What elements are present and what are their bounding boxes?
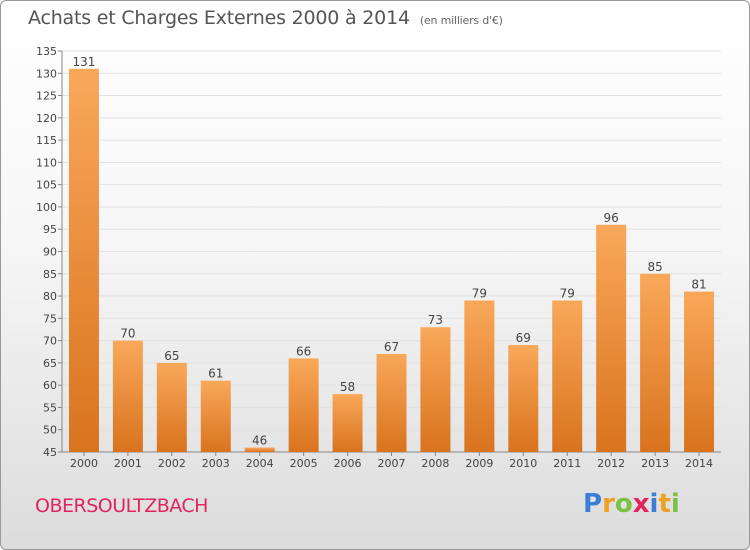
y-tick-label: 115 xyxy=(36,134,57,147)
data-label: 70 xyxy=(120,327,135,341)
y-tick-label: 120 xyxy=(36,112,57,125)
data-label: 79 xyxy=(472,287,487,301)
y-tick-label: 85 xyxy=(43,268,57,281)
data-label: 85 xyxy=(647,260,662,274)
data-label: 79 xyxy=(560,287,575,301)
x-tick-label: 2010 xyxy=(509,457,537,470)
bar-2013 xyxy=(640,273,671,452)
data-label: 69 xyxy=(516,331,531,345)
bar-2005 xyxy=(288,358,319,452)
bar-2009 xyxy=(464,300,495,452)
data-label: 73 xyxy=(428,313,443,327)
y-tick-label: 45 xyxy=(43,446,57,459)
bar-2011 xyxy=(552,300,583,452)
y-tick-label: 130 xyxy=(36,67,57,80)
logo-letter: o xyxy=(614,489,633,519)
y-tick-label: 100 xyxy=(36,201,57,214)
bar-2000 xyxy=(68,68,99,453)
y-tick-label: 55 xyxy=(43,401,57,414)
y-tick-label: 90 xyxy=(43,246,57,259)
x-tick-label: 2007 xyxy=(378,457,406,470)
x-tick-label: 2004 xyxy=(246,457,274,470)
logo-letter: i xyxy=(670,489,680,519)
data-labels: 131 70 65 61 46 66 58 67 73 79 69 79 96 85 81 xyxy=(73,55,707,448)
x-tick-label: 2001 xyxy=(114,457,142,470)
bar-2006 xyxy=(332,394,363,452)
x-tick-label: 2008 xyxy=(421,457,449,470)
y-tick-label: 110 xyxy=(36,156,57,169)
x-tick-label: 2011 xyxy=(553,457,581,470)
bar-2007 xyxy=(376,353,407,452)
x-tick-label: 2002 xyxy=(158,457,186,470)
logo-letter: x xyxy=(632,489,650,519)
data-label: 131 xyxy=(73,55,96,69)
logo-letter: r xyxy=(602,489,615,519)
bar-2003 xyxy=(200,380,231,452)
x-tick-label: 2000 xyxy=(70,457,98,470)
y-tick-label: 80 xyxy=(43,290,57,303)
y-tick-label: 105 xyxy=(36,179,57,192)
data-label: 66 xyxy=(296,344,311,358)
bar-2001 xyxy=(112,340,143,452)
chart-subtitle: (en milliers d'€) xyxy=(419,14,503,27)
y-tick-label: 135 xyxy=(36,45,57,58)
bars xyxy=(68,68,715,453)
bar-2004 xyxy=(244,447,275,452)
y-tick-label: 95 xyxy=(43,223,57,236)
bar-2010 xyxy=(508,345,539,452)
y-tick-label: 125 xyxy=(36,90,57,103)
data-label: 67 xyxy=(384,340,399,354)
logo-letter: t xyxy=(658,489,671,519)
x-tick-label: 2014 xyxy=(685,457,713,470)
data-label: 58 xyxy=(340,380,355,394)
x-tick-label: 2009 xyxy=(465,457,493,470)
x-tick-label: 2006 xyxy=(334,457,362,470)
logo-letter: i xyxy=(649,489,659,519)
data-label: 46 xyxy=(252,434,267,448)
town-name: OBERSOULTZBACH xyxy=(35,495,208,517)
x-tick-label: 2012 xyxy=(597,457,625,470)
x-tick-label: 2005 xyxy=(290,457,318,470)
chart-title-text: Achats et Charges Externes 2000 à 2014 xyxy=(28,7,410,29)
y-tick-label: 70 xyxy=(43,335,57,348)
data-label: 96 xyxy=(604,211,619,225)
bar-2002 xyxy=(156,362,187,452)
y-tick-label: 60 xyxy=(43,379,57,392)
y-tick-label: 65 xyxy=(43,357,57,370)
x-tick-label: 2003 xyxy=(202,457,230,470)
data-label: 61 xyxy=(208,367,223,381)
chart-title: Achats et Charges Externes 2000 à 2014 (e… xyxy=(28,7,503,29)
y-tick-label: 75 xyxy=(43,312,57,325)
data-label: 81 xyxy=(691,278,706,292)
proxiti-logo: Proxiti xyxy=(583,489,680,519)
bar-2012 xyxy=(596,224,627,452)
logo-letter: P xyxy=(583,489,603,519)
bar-2008 xyxy=(420,327,451,452)
y-tick-label: 50 xyxy=(43,424,57,437)
x-tick-label: 2013 xyxy=(641,457,669,470)
data-label: 65 xyxy=(164,349,179,363)
bar-2014 xyxy=(684,291,715,452)
